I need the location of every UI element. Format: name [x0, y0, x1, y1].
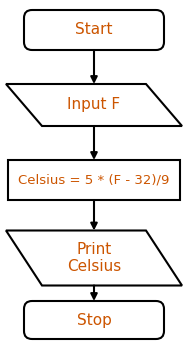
Text: Input F: Input F [67, 98, 121, 113]
FancyBboxPatch shape [24, 10, 164, 50]
Text: Start: Start [75, 23, 113, 38]
Polygon shape [6, 231, 182, 285]
Text: Print
Celsius: Print Celsius [67, 242, 121, 274]
Text: Stop: Stop [77, 312, 111, 327]
Bar [8, 160, 180, 200]
Text: Celsius = 5 * (F - 32)/9: Celsius = 5 * (F - 32)/9 [18, 174, 170, 187]
Polygon shape [6, 84, 182, 126]
FancyBboxPatch shape [24, 301, 164, 339]
